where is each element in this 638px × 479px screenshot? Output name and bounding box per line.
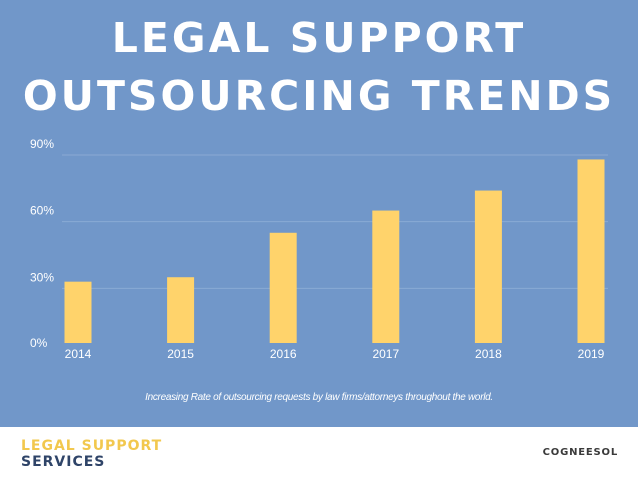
y-tick-label: 0% [30, 336, 48, 350]
x-tick-label: 2015 [167, 347, 194, 361]
x-axis-ticks: 2014 2015 2016 2017 2018 2019 [65, 347, 605, 361]
bar-2019 [577, 159, 605, 343]
footer-brand-line-2: SERVICES [21, 454, 106, 470]
chart-caption: Increasing Rate of outsourcing requests … [145, 392, 493, 403]
x-tick-label: 2014 [65, 347, 92, 361]
footer-company-name: COGNEESOL [542, 447, 618, 458]
x-tick-label: 2016 [270, 347, 297, 361]
y-tick-label: 90% [30, 137, 54, 151]
y-tick-label: 30% [30, 270, 54, 284]
title-line-2: OUTSOURCING TRENDS [22, 72, 616, 120]
bar-2018 [474, 190, 502, 343]
y-tick-label: 60% [30, 204, 54, 218]
bar-2017 [372, 210, 400, 343]
bar-chart: 0% 30% 60% 90% 2014 2015 2016 2017 2018 2019 [30, 137, 608, 361]
footer: LEGAL SUPPORT SERVICES COGNEESOL [0, 427, 638, 479]
bar-2016 [269, 232, 297, 343]
bars [64, 159, 605, 343]
y-axis-ticks: 0% 30% 60% 90% [30, 137, 54, 350]
bar-2014 [64, 281, 92, 343]
x-tick-label: 2017 [372, 347, 399, 361]
chart-panel [0, 0, 638, 427]
footer-brand-line-1: LEGAL SUPPORT [21, 438, 163, 454]
title-line-1: LEGAL SUPPORT [111, 14, 527, 62]
gridlines [62, 154, 608, 289]
x-tick-label: 2018 [475, 347, 502, 361]
bar-2015 [167, 277, 195, 343]
x-tick-label: 2019 [578, 347, 605, 361]
